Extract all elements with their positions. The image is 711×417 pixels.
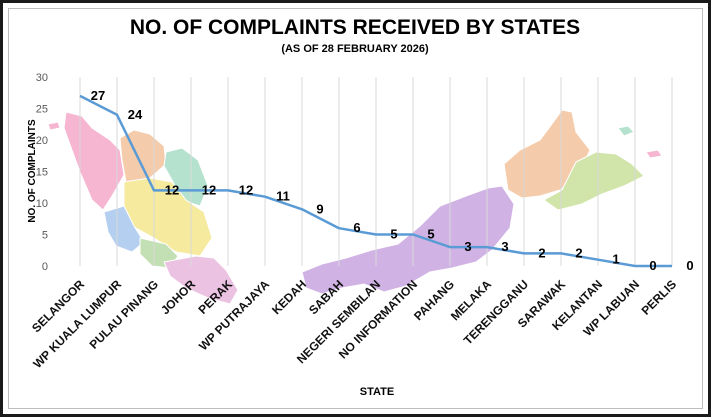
map-region-island-3 bbox=[47, 121, 61, 131]
x-tick-label: PULAU PINANG bbox=[87, 277, 161, 351]
data-label: 12 bbox=[239, 182, 253, 197]
data-label: 5 bbox=[390, 227, 397, 242]
chart-frame-inner-border bbox=[8, 8, 703, 409]
data-label: 2 bbox=[575, 245, 582, 260]
malaysia-map-background bbox=[47, 109, 663, 305]
data-label: 2 bbox=[538, 245, 545, 260]
x-tick-label: JOHOR bbox=[158, 277, 198, 317]
y-tick-label: 20 bbox=[36, 135, 48, 147]
chart-title: NO. OF COMPLAINTS RECEIVED BY STATES bbox=[130, 16, 580, 39]
map-region-island-1 bbox=[617, 125, 635, 137]
map-region-sabah-east bbox=[543, 151, 645, 211]
y-tick-labels: 0 5 10 15 20 25 30 bbox=[36, 72, 48, 273]
data-label: 3 bbox=[464, 239, 471, 254]
map-region-island-2 bbox=[645, 149, 663, 159]
data-label: 11 bbox=[276, 189, 290, 204]
data-label: 1 bbox=[612, 252, 619, 267]
y-tick-label: 15 bbox=[36, 167, 48, 179]
data-label: 24 bbox=[128, 107, 143, 122]
data-label: 3 bbox=[501, 239, 508, 254]
x-tick-label: PERLIS bbox=[639, 277, 680, 318]
series-line bbox=[79, 94, 672, 268]
map-region-sarawak bbox=[301, 185, 515, 295]
map-region-northwest bbox=[63, 111, 125, 211]
y-tick-label: 25 bbox=[36, 104, 48, 116]
data-label: 5 bbox=[427, 227, 434, 242]
data-label: 6 bbox=[353, 220, 360, 235]
x-axis-title: STATE bbox=[360, 386, 394, 398]
chart-subtitle: (AS OF 28 FEBRUARY 2026) bbox=[281, 43, 429, 55]
y-tick-label: 30 bbox=[36, 72, 48, 84]
data-label: 0 bbox=[649, 258, 656, 273]
y-axis-title: NO. OF COMPLAINTS bbox=[27, 119, 38, 223]
gridlines bbox=[79, 77, 673, 266]
data-label: 12 bbox=[202, 182, 216, 197]
x-tick-label: KEDAH bbox=[269, 277, 309, 317]
data-labels: 27 24 12 12 12 11 9 6 5 5 3 3 2 2 1 0 0 bbox=[91, 88, 694, 273]
data-label: 9 bbox=[316, 201, 323, 216]
data-label: 27 bbox=[91, 88, 105, 103]
y-tick-label: 10 bbox=[36, 198, 48, 210]
y-tick-label: 0 bbox=[42, 261, 48, 273]
map-region-south bbox=[163, 255, 239, 305]
data-label: 0 bbox=[686, 258, 693, 273]
x-tick-label: TERENGGANU bbox=[461, 277, 531, 347]
map-region-west bbox=[103, 205, 145, 253]
y-tick-label: 5 bbox=[42, 230, 48, 242]
data-label: 12 bbox=[165, 182, 179, 197]
